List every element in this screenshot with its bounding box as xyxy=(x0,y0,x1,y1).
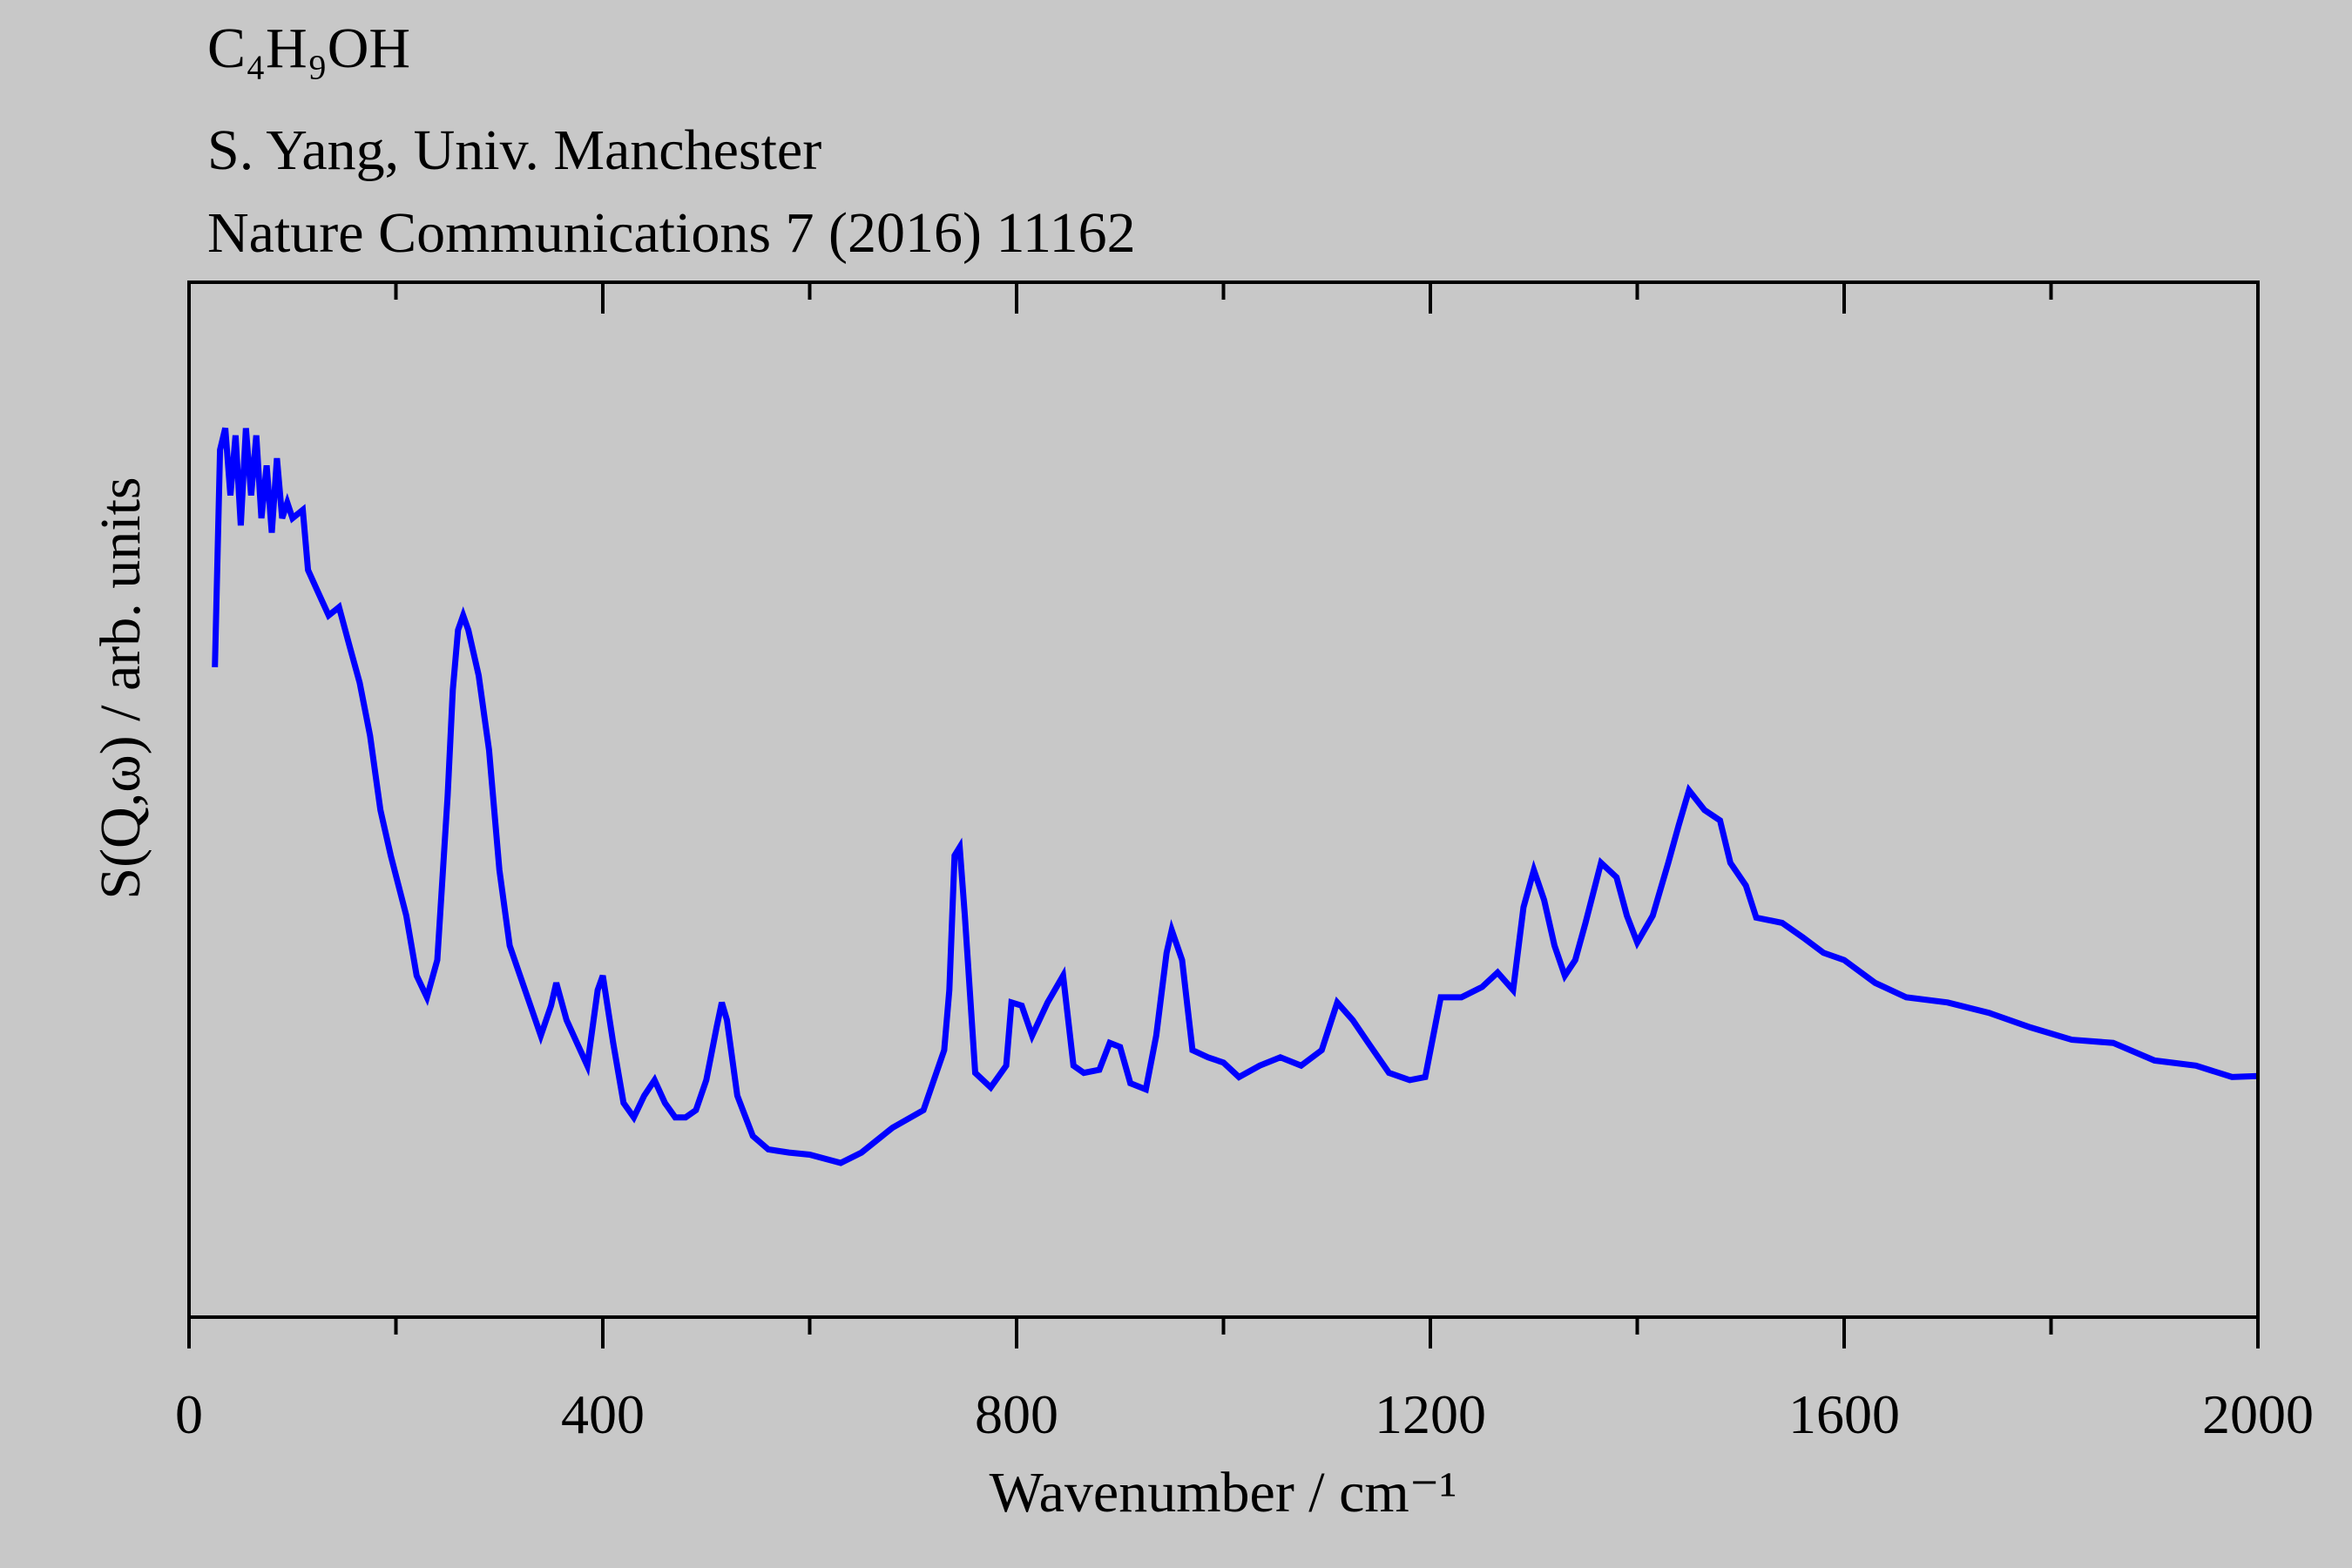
x-tick-label: 1200 xyxy=(1375,1383,1486,1445)
data-line xyxy=(212,427,2259,1166)
title-line: S. Yang, Univ. Manchester xyxy=(207,118,821,182)
y-axis-label: S(Q,ω) / arb. units xyxy=(89,476,152,899)
x-tick-label: 1600 xyxy=(1788,1383,1900,1445)
x-tick-label: 0 xyxy=(175,1383,203,1445)
x-axis-label: Wavenumber / cm⁻¹ xyxy=(990,1461,1457,1524)
x-tick-label: 800 xyxy=(975,1383,1058,1445)
x-tick-label: 400 xyxy=(561,1383,645,1445)
title-line: C₄H₉OH xyxy=(207,17,410,80)
title-line: Nature Communications 7 (2016) 11162 xyxy=(207,201,1136,265)
x-tick-label: 2000 xyxy=(2202,1383,2314,1445)
